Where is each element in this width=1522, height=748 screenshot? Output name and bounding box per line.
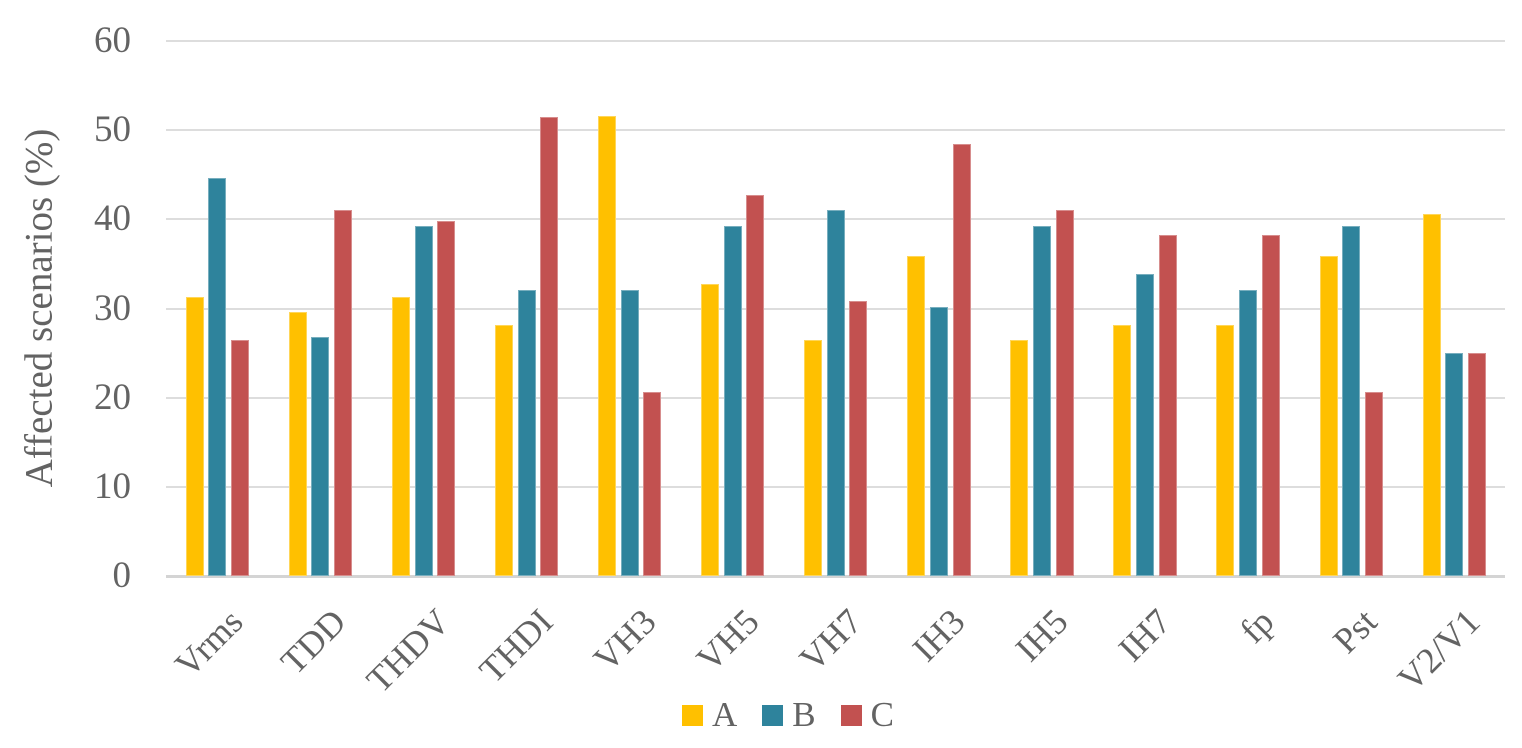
bar-b-v2v1 — [1445, 353, 1464, 576]
bar-b-thdv — [414, 225, 433, 576]
x-category-label: IH7 — [1110, 601, 1179, 670]
x-category-label: VH7 — [791, 601, 870, 680]
legend-label-c: C — [870, 695, 894, 734]
bar-a-vh3 — [598, 115, 616, 576]
bar-b-vh7 — [826, 209, 845, 576]
bar-c-pst — [1364, 392, 1383, 576]
bar-c-ih3 — [952, 143, 971, 576]
bar-c-v2v1 — [1467, 353, 1486, 576]
bar-a-vh7 — [804, 339, 823, 576]
legend-swatch-c — [840, 704, 862, 726]
x-category-label: V2/V1 — [1390, 601, 1488, 699]
bar-b-vrms — [208, 178, 227, 576]
legend-item-b: B — [762, 695, 816, 734]
bar-a-ih5 — [1010, 339, 1029, 576]
y-tick-label: 0 — [112, 555, 132, 596]
bar-b-vh3 — [620, 289, 639, 576]
bar-a-ih3 — [907, 255, 926, 576]
bar-b-fp — [1239, 289, 1257, 576]
x-category-label: Pst — [1325, 601, 1385, 661]
bar-b-ih3 — [929, 306, 948, 576]
bar-c-vrms — [231, 339, 249, 576]
bar-b-pst — [1342, 225, 1361, 576]
bar-c-fp — [1261, 235, 1280, 576]
x-axis-line — [166, 575, 1505, 578]
bar-b-tdd — [311, 337, 330, 576]
y-tick-label: 10 — [94, 465, 131, 507]
y-tick-label: 50 — [94, 109, 131, 151]
bar-c-tdd — [334, 209, 353, 576]
bar-a-vh5 — [701, 283, 719, 576]
gridline — [166, 129, 1505, 132]
legend-label-a: A — [712, 695, 738, 734]
bar-a-tdd — [288, 312, 307, 576]
bar-c-vh7 — [849, 300, 868, 576]
y-tick-label: 20 — [94, 376, 131, 418]
y-tick-label: 40 — [94, 198, 131, 240]
bar-a-pst — [1319, 255, 1338, 576]
x-category-label: IH5 — [1007, 601, 1076, 670]
bar-a-thdi — [494, 325, 513, 576]
bar-c-vh5 — [746, 195, 765, 576]
x-category-label: THDI — [471, 601, 561, 691]
bar-a-fp — [1216, 325, 1235, 576]
x-category-label: VH3 — [585, 601, 664, 680]
x-category-label: IH3 — [904, 601, 973, 670]
x-category-label: fp — [1232, 601, 1282, 651]
bar-a-vrms — [185, 296, 204, 576]
gridline — [166, 40, 1505, 42]
x-category-label: TDD — [273, 601, 354, 682]
y-tick-label: 30 — [94, 287, 131, 329]
bar-b-thdi — [517, 289, 536, 576]
legend-item-c: C — [840, 695, 894, 734]
bar-c-ih7 — [1158, 235, 1177, 576]
x-category-label: VH5 — [688, 601, 767, 680]
bar-b-ih5 — [1032, 225, 1051, 576]
legend-label-b: B — [792, 695, 816, 734]
bar-c-vh3 — [643, 392, 662, 576]
y-tick-label: 60 — [94, 20, 131, 61]
bar-c-ih5 — [1055, 209, 1074, 576]
legend-swatch-b — [762, 704, 784, 726]
x-category-label: Vrms — [167, 601, 251, 685]
bar-a-thdv — [391, 296, 410, 576]
legend: A B C — [682, 694, 894, 736]
bar-b-ih7 — [1136, 273, 1154, 576]
x-category-label: THDV — [358, 601, 458, 701]
bar-a-v2v1 — [1422, 214, 1441, 576]
bar-c-thdi — [540, 116, 559, 576]
legend-item-a: A — [682, 696, 737, 734]
legend-swatch-a — [682, 704, 703, 726]
bar-b-vh5 — [723, 225, 742, 576]
bar-a-ih7 — [1113, 325, 1132, 576]
bar-c-thdv — [437, 221, 456, 576]
